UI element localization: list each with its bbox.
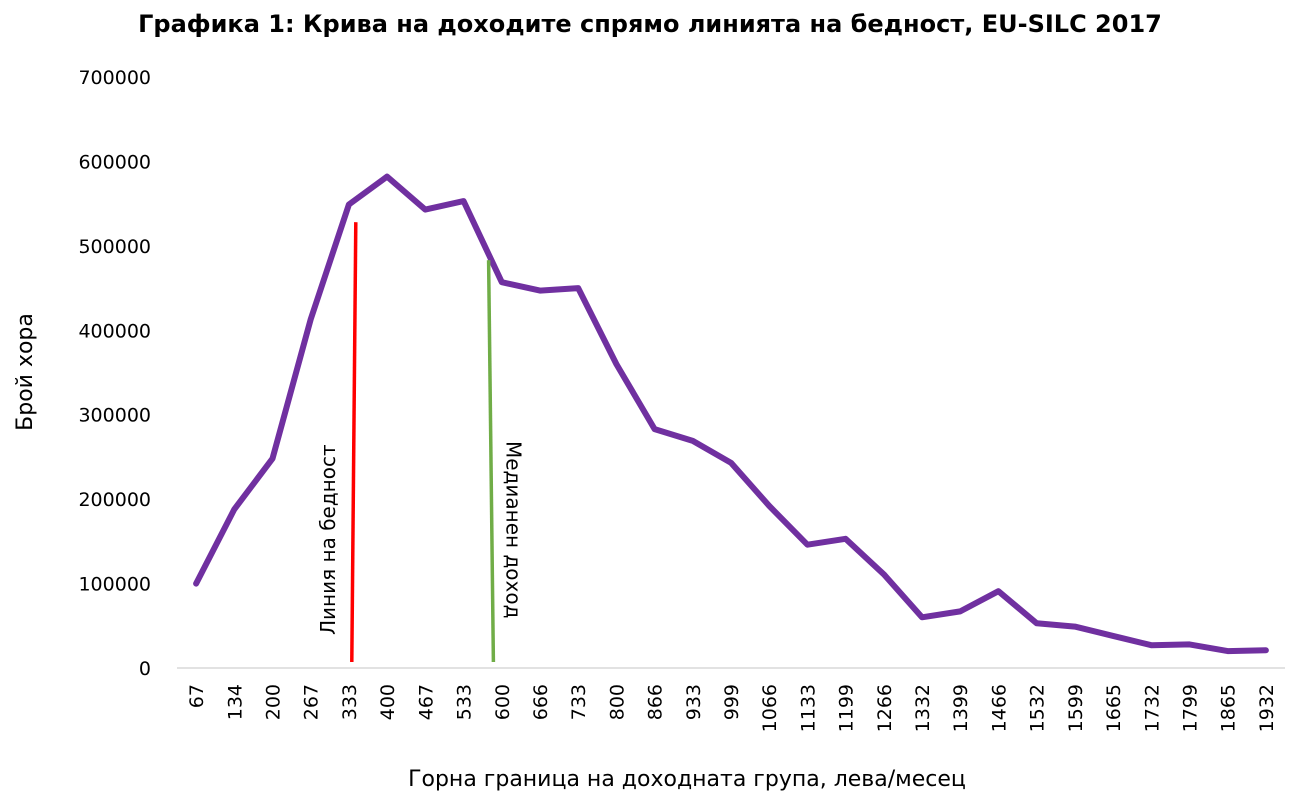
y-axis-label: Брой хора xyxy=(13,313,38,431)
x-tick-label: 800 xyxy=(606,684,628,720)
x-tick-label: 733 xyxy=(568,684,590,720)
median-income-marker xyxy=(486,260,496,663)
y-tick-label: 500000 xyxy=(78,236,151,258)
x-tick-label: 1133 xyxy=(797,684,819,732)
annotations: Линия на бедност Медианен доход xyxy=(316,222,525,663)
x-tick-label: 134 xyxy=(224,684,246,720)
x-tick-label: 600 xyxy=(492,684,514,720)
x-tick-label: 666 xyxy=(530,684,552,720)
x-axis-label: Горна граница на доходната група, лева/м… xyxy=(408,767,966,792)
x-tick-label: 999 xyxy=(721,684,743,720)
x-tick-label: 1665 xyxy=(1103,684,1125,732)
x-tick-label: 1932 xyxy=(1256,684,1278,732)
x-tick-label: 1399 xyxy=(950,684,972,732)
y-tick-label: 400000 xyxy=(78,320,151,342)
x-tick-label: 1865 xyxy=(1218,684,1240,732)
x-tick-label: 400 xyxy=(377,684,399,720)
x-tick-label: 1332 xyxy=(912,684,934,732)
x-tick-label: 1199 xyxy=(836,684,858,732)
x-tick-labels: 67 134 200 267 333 400 467 533 600 666 733 800 866 93… xyxy=(186,684,1278,732)
x-tick-label: 1266 xyxy=(874,684,896,732)
x-tick-label: 1799 xyxy=(1179,684,1201,732)
y-tick-labels: 0 100000 200000 300000 400000 500000 600000 700… xyxy=(78,67,151,680)
x-tick-label: 533 xyxy=(454,684,476,720)
x-tick-label: 67 xyxy=(186,684,208,708)
y-tick-label: 300000 xyxy=(78,405,151,427)
x-tick-label: 1066 xyxy=(759,684,781,732)
x-tick-label: 933 xyxy=(683,684,705,720)
poverty-line-label: Линия на бедност xyxy=(316,444,340,635)
median-income-label: Медианен доход xyxy=(501,441,525,618)
x-tick-label: 1532 xyxy=(1027,684,1049,732)
y-tick-label: 0 xyxy=(139,658,151,680)
series-line-people-count xyxy=(193,173,1269,655)
y-tick-label: 100000 xyxy=(78,574,151,596)
chart-title: Графика 1: Крива на доходите спрямо лини… xyxy=(138,10,1162,38)
y-tick-label: 200000 xyxy=(78,489,151,511)
x-tick-label: 467 xyxy=(415,684,437,720)
y-tick-label: 600000 xyxy=(78,151,151,173)
x-tick-label: 200 xyxy=(263,684,285,720)
x-tick-label: 267 xyxy=(301,684,323,720)
poverty-line-marker xyxy=(350,222,358,663)
x-tick-label: 333 xyxy=(339,684,361,720)
x-tick-label: 1599 xyxy=(1065,684,1087,732)
x-tick-label: 1732 xyxy=(1141,684,1163,732)
x-tick-label: 1466 xyxy=(988,684,1010,732)
y-tick-label: 700000 xyxy=(78,67,151,89)
x-tick-label: 866 xyxy=(645,684,667,720)
